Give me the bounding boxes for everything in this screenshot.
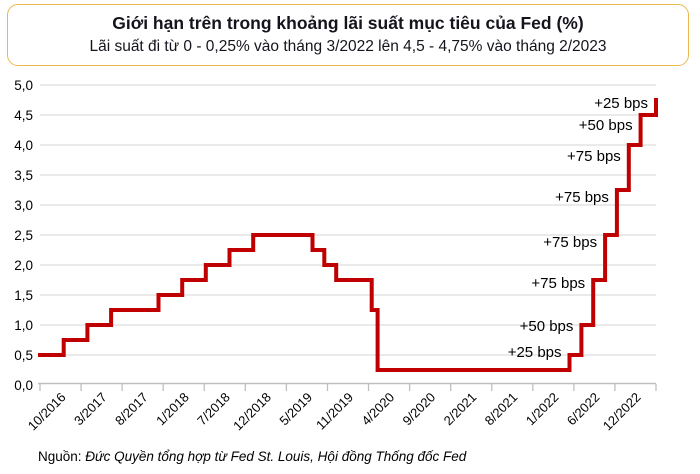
y-tick-label: 2,0 bbox=[14, 258, 33, 273]
rate-step-line bbox=[38, 98, 658, 372]
x-tick-label: 6/2022 bbox=[564, 390, 603, 429]
y-tick-label: 4,0 bbox=[14, 138, 33, 153]
page-title: Giới hạn trên trong khoảng lãi suất mục … bbox=[112, 13, 584, 33]
hike-annotations: +25 bps +50 bps +75 bps +75 bps +75 bps +75 b… bbox=[508, 95, 648, 361]
x-tick-label: 3/2017 bbox=[71, 390, 110, 429]
x-tick-label: 1/2022 bbox=[523, 390, 562, 429]
y-tick-label: 0,5 bbox=[14, 348, 33, 363]
title-box: Giới hạn trên trong khoảng lãi suất mục … bbox=[7, 4, 689, 66]
y-tick-label: 5,0 bbox=[14, 78, 33, 93]
y-tick-labels: 0,0 0,5 1,0 1,5 2,0 2,5 3,0 3,5 4,0 4,5 5,0 bbox=[14, 78, 33, 393]
source-prefix: Nguồn: bbox=[38, 449, 86, 464]
x-tick-label: 11/2019 bbox=[313, 390, 356, 433]
x-tick-label: 4/2020 bbox=[358, 390, 397, 429]
y-tick-label: 4,5 bbox=[14, 108, 33, 123]
x-tick-label: 12/2022 bbox=[600, 390, 644, 434]
y-tick-label: 0,0 bbox=[14, 378, 33, 393]
x-tick-label: 8/2021 bbox=[482, 390, 521, 429]
x-tick-label: 12/2018 bbox=[230, 390, 274, 434]
gridlines bbox=[40, 84, 656, 356]
source-note: Nguồn: Đức Quyền tổng hợp từ Fed St. Lou… bbox=[38, 449, 466, 464]
x-tick-label: 2/2021 bbox=[441, 390, 480, 429]
x-tick-label: 9/2020 bbox=[400, 390, 439, 429]
hike-annotation: +75 bps bbox=[555, 189, 609, 206]
source-text: Đức Quyền tổng hợp từ Fed St. Louis, Hội… bbox=[85, 449, 467, 464]
hike-annotation: +75 bps bbox=[567, 148, 621, 165]
x-tick-label: 10/2016 bbox=[25, 390, 69, 434]
x-tick-label: 8/2017 bbox=[112, 390, 151, 429]
x-tick-label: 1/2018 bbox=[153, 390, 192, 429]
hike-annotation: +75 bps bbox=[543, 234, 597, 251]
x-tick-label: 7/2018 bbox=[194, 390, 233, 429]
y-tick-label: 3,0 bbox=[14, 198, 33, 213]
hike-annotation: +50 bps bbox=[520, 318, 574, 335]
hike-annotation: +75 bps bbox=[531, 275, 585, 292]
x-axis bbox=[38, 382, 657, 391]
y-tick-label: 1,5 bbox=[14, 288, 33, 303]
hike-annotation: +25 bps bbox=[508, 344, 562, 361]
y-tick-label: 3,5 bbox=[14, 168, 33, 183]
page-subtitle: Lãi suất đi từ 0 - 0,25% vào tháng 3/202… bbox=[89, 38, 607, 55]
y-tick-label: 1,0 bbox=[14, 318, 33, 333]
hike-annotation: +50 bps bbox=[579, 117, 633, 134]
hike-annotation: +25 bps bbox=[594, 95, 648, 112]
x-tick-label: 5/2019 bbox=[276, 390, 315, 429]
y-tick-label: 2,5 bbox=[14, 228, 33, 243]
